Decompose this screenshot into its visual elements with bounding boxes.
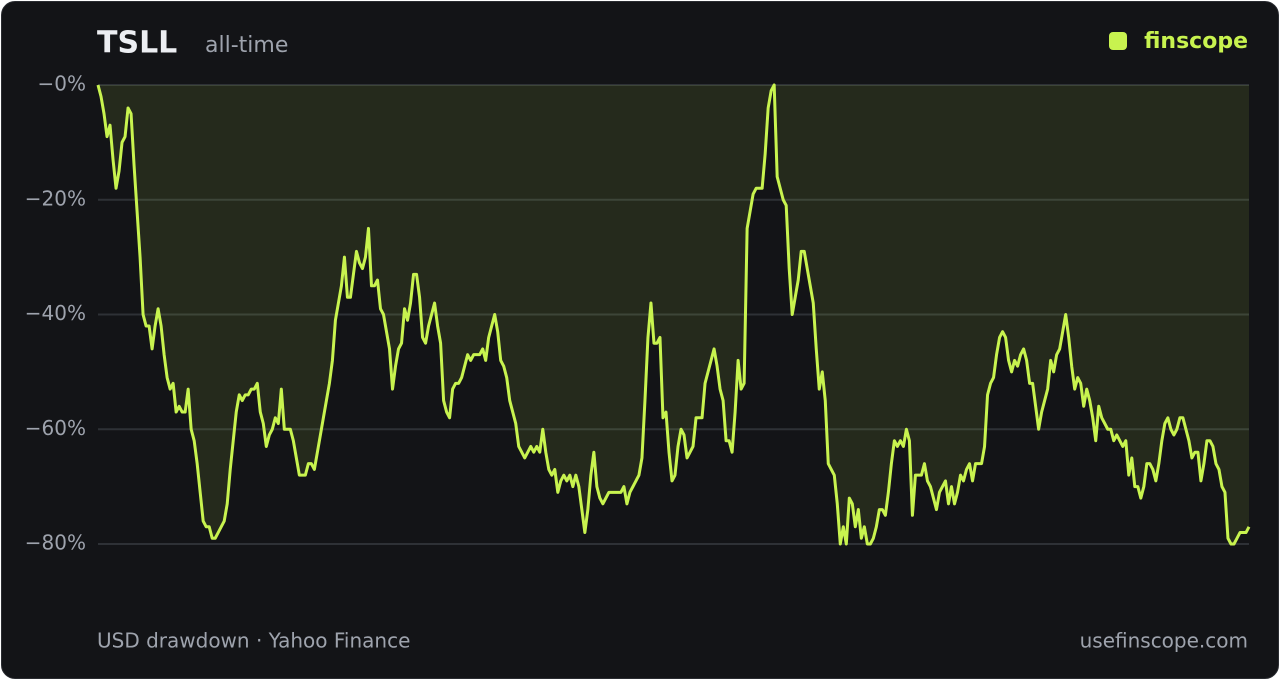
y-tick-label: −40%	[25, 301, 86, 325]
source: USD drawdown · Yahoo Finance	[97, 629, 410, 653]
line	[96, 83, 1251, 546]
y-tick-label: −60%	[25, 416, 86, 440]
y-tick-label: −80%	[25, 531, 86, 555]
y-tick-label: −0%	[38, 72, 87, 96]
chart-title: TSLL	[97, 26, 177, 61]
site: usefinscope.com	[1080, 629, 1248, 653]
area	[98, 85, 1249, 544]
y-tick-label: −20%	[25, 186, 86, 210]
brand-icon	[1109, 32, 1127, 50]
brand: finscope	[1144, 29, 1248, 54]
chart-subtitle: all-time	[205, 33, 288, 58]
